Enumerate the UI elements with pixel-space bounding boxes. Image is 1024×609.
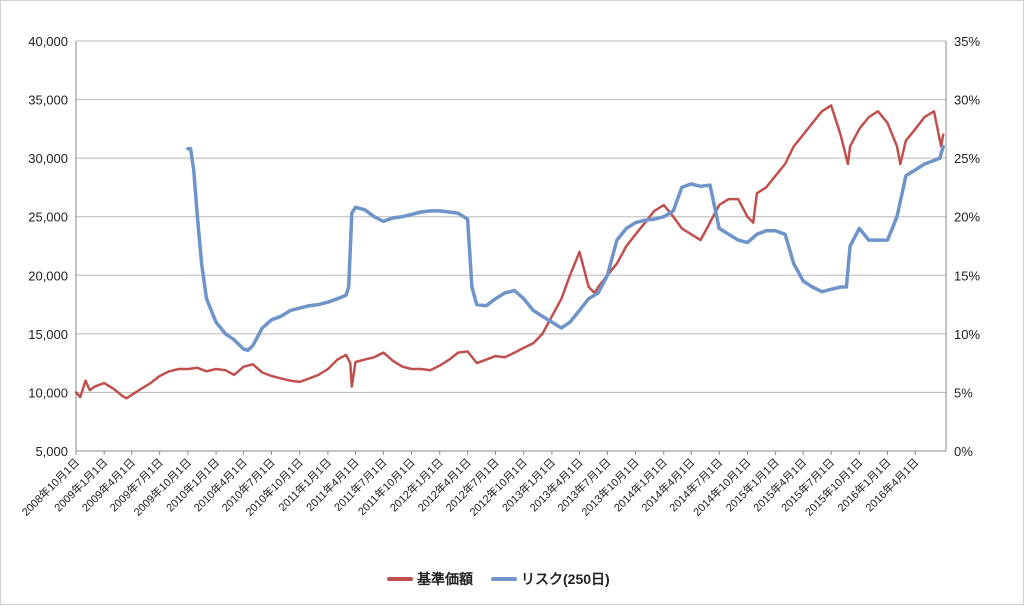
right-tick-label: 30% (954, 93, 980, 108)
left-tick-label: 40,000 (28, 34, 68, 49)
right-tick-label: 10% (954, 327, 980, 342)
left-tick-label: 20,000 (28, 268, 68, 283)
right-axis: 0% 5% 10% 15% 20% 25% 30% 35% (954, 34, 980, 459)
left-tick-label: 35,000 (28, 93, 68, 108)
right-tick-label: 35% (954, 34, 980, 49)
left-axis: 5,000 10,000 15,000 20,000 25,000 30,000 35,00… (28, 34, 68, 459)
left-tick-label: 10,000 (28, 385, 68, 400)
left-tick-label: 30,000 (28, 151, 68, 166)
right-tick-label: 25% (954, 151, 980, 166)
series-line-risk (186, 144, 945, 353)
right-tick-label: 0% (954, 444, 973, 459)
legend: 基準価額 リスク(250日) (387, 571, 610, 587)
legend-item-nav-label: 基準価額 (417, 571, 473, 587)
right-tick-label: 15% (954, 268, 980, 283)
left-tick-label: 15,000 (28, 327, 68, 342)
series-layer (74, 104, 945, 400)
left-tick-label: 25,000 (28, 210, 68, 225)
series-line-nav (74, 104, 945, 400)
grid-lines (75, 40, 947, 452)
right-tick-label: 20% (954, 210, 980, 225)
legend-item-risk-label: リスク(250日) (521, 571, 610, 587)
right-tick-label: 5% (954, 385, 973, 400)
left-tick-label: 5,000 (35, 444, 68, 459)
x-axis: 2008年10月1日2009年1月1日2009年4月1日2009年7月1日200… (19, 451, 921, 519)
